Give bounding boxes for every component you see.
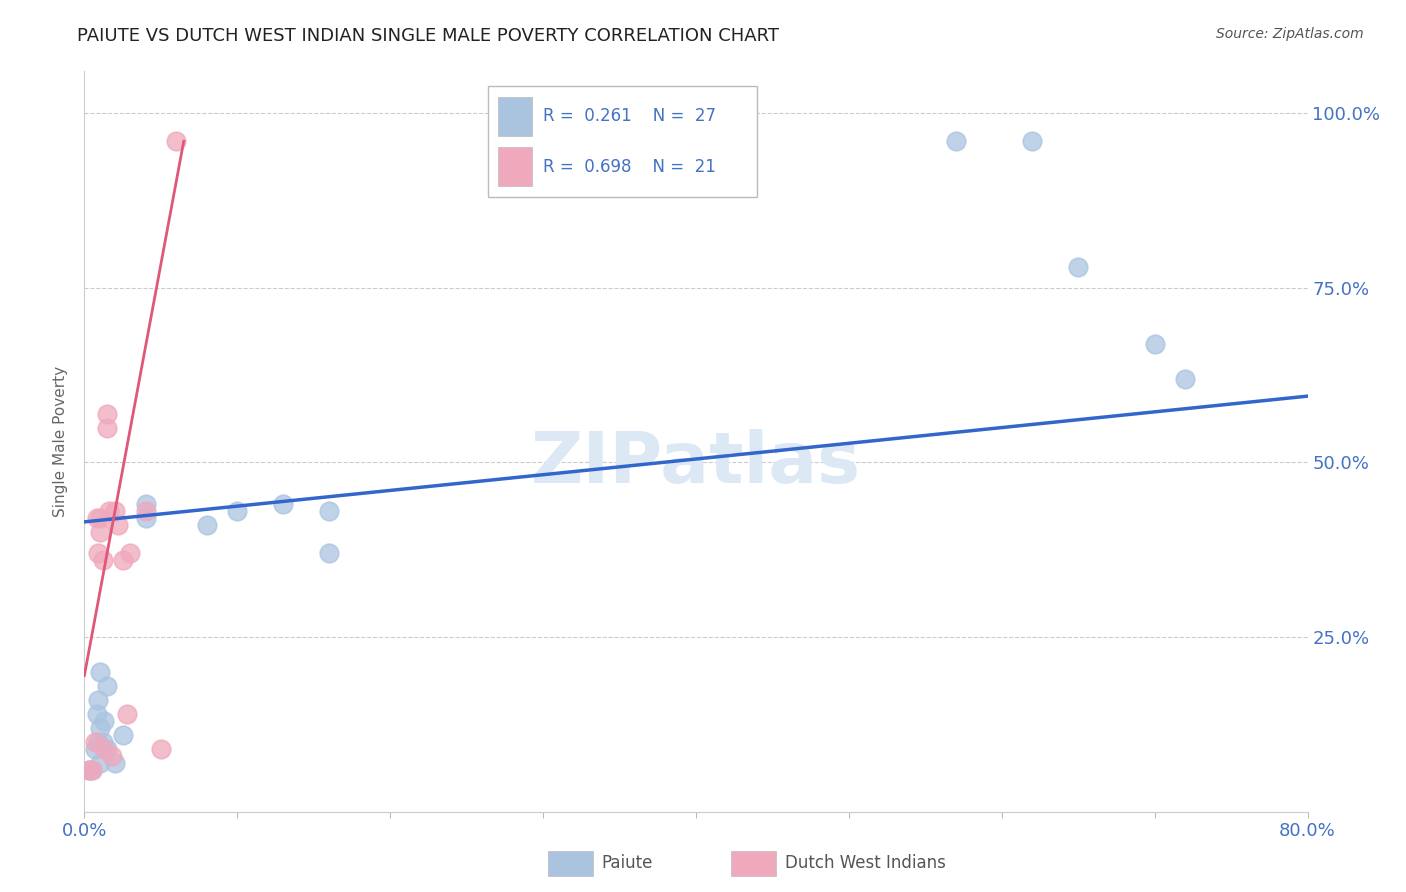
Point [93,742,115,756]
Point [87,735,110,749]
Point [271,497,294,511]
Point [86,706,108,721]
Point [96,407,118,421]
FancyBboxPatch shape [498,97,531,136]
Text: ZIPatlas: ZIPatlas [531,429,860,499]
Point [1021,134,1043,148]
Point [135,504,157,518]
Point [89,721,111,735]
Point [149,742,172,756]
Point [111,553,134,567]
Point [1143,336,1166,351]
Point [135,511,157,525]
Point [318,504,340,518]
Point [1174,372,1197,386]
Point [226,504,249,518]
Point [84,742,107,756]
Point [1067,260,1090,274]
Point [111,728,134,742]
Point [104,504,127,518]
Text: Paiute: Paiute [602,855,654,872]
Point [84,735,107,749]
Point [80,763,103,777]
Point [77,763,100,777]
Y-axis label: Single Male Poverty: Single Male Poverty [53,366,69,517]
Point [89,511,111,525]
Point [945,134,967,148]
Point [80,763,103,777]
Point [104,756,127,770]
Point [77,763,100,777]
Point [86,511,108,525]
Point [91,735,114,749]
Point [89,525,111,540]
Text: Source: ZipAtlas.com: Source: ZipAtlas.com [1216,27,1364,41]
Point [165,134,187,148]
Point [115,706,138,721]
Point [91,553,114,567]
Point [93,714,115,728]
Point [101,748,124,763]
Text: R =  0.261    N =  27: R = 0.261 N = 27 [543,107,716,125]
Point [96,679,118,693]
Text: PAIUTE VS DUTCH WEST INDIAN SINGLE MALE POVERTY CORRELATION CHART: PAIUTE VS DUTCH WEST INDIAN SINGLE MALE … [77,27,779,45]
Point [195,518,218,533]
Point [318,546,340,560]
Point [87,693,110,707]
Point [135,497,157,511]
FancyBboxPatch shape [488,87,758,197]
Point [87,546,110,560]
FancyBboxPatch shape [498,147,531,186]
Point [97,504,120,518]
Point [107,518,129,533]
Text: Dutch West Indians: Dutch West Indians [785,855,945,872]
Point [120,546,142,560]
Point [89,665,111,679]
Point [96,742,118,756]
Text: R =  0.698    N =  21: R = 0.698 N = 21 [543,158,716,177]
Point [89,756,111,770]
Point [96,420,118,434]
